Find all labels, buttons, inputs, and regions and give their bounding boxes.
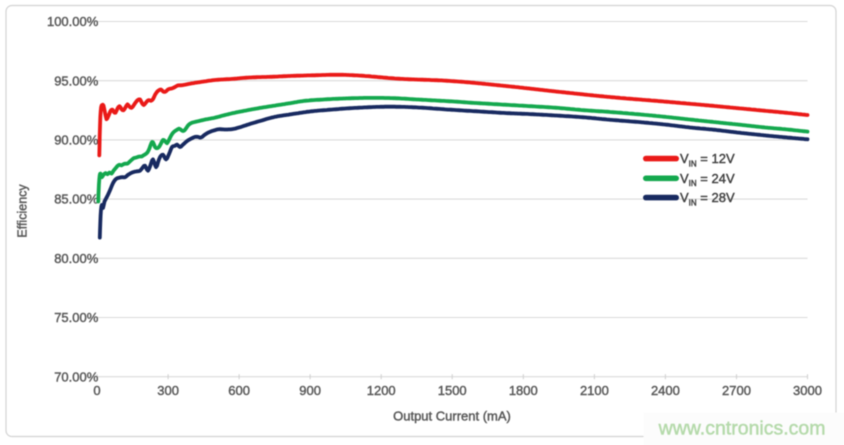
svg-text:900: 900 xyxy=(299,383,321,398)
svg-text:85.00%: 85.00% xyxy=(54,192,99,207)
svg-text:3000: 3000 xyxy=(793,383,822,398)
svg-text:1500: 1500 xyxy=(438,383,467,398)
svg-text:2400: 2400 xyxy=(651,383,680,398)
svg-text:Output Current (mA): Output Current (mA) xyxy=(393,409,511,424)
svg-text:VIN = 12V: VIN = 12V xyxy=(680,151,735,168)
svg-text:1800: 1800 xyxy=(509,383,538,398)
svg-text:75.00%: 75.00% xyxy=(54,310,99,325)
svg-text:300: 300 xyxy=(157,383,179,398)
svg-text:600: 600 xyxy=(228,383,250,398)
svg-text:1200: 1200 xyxy=(367,383,396,398)
svg-text:80.00%: 80.00% xyxy=(54,251,99,266)
svg-text:VIN = 24V: VIN = 24V xyxy=(680,171,735,188)
svg-text:95.00%: 95.00% xyxy=(54,73,99,88)
svg-text:100.00%: 100.00% xyxy=(47,14,99,29)
svg-text:90.00%: 90.00% xyxy=(54,133,99,148)
svg-text:2700: 2700 xyxy=(722,383,751,398)
svg-text:70.00%: 70.00% xyxy=(54,369,99,384)
svg-text:2100: 2100 xyxy=(580,383,609,398)
svg-text:Efficiency: Efficiency xyxy=(16,184,30,238)
svg-text:0: 0 xyxy=(93,383,100,398)
svg-text:VIN = 28V: VIN = 28V xyxy=(680,190,735,207)
svg-text:www.cntronics.com: www.cntronics.com xyxy=(658,418,826,440)
